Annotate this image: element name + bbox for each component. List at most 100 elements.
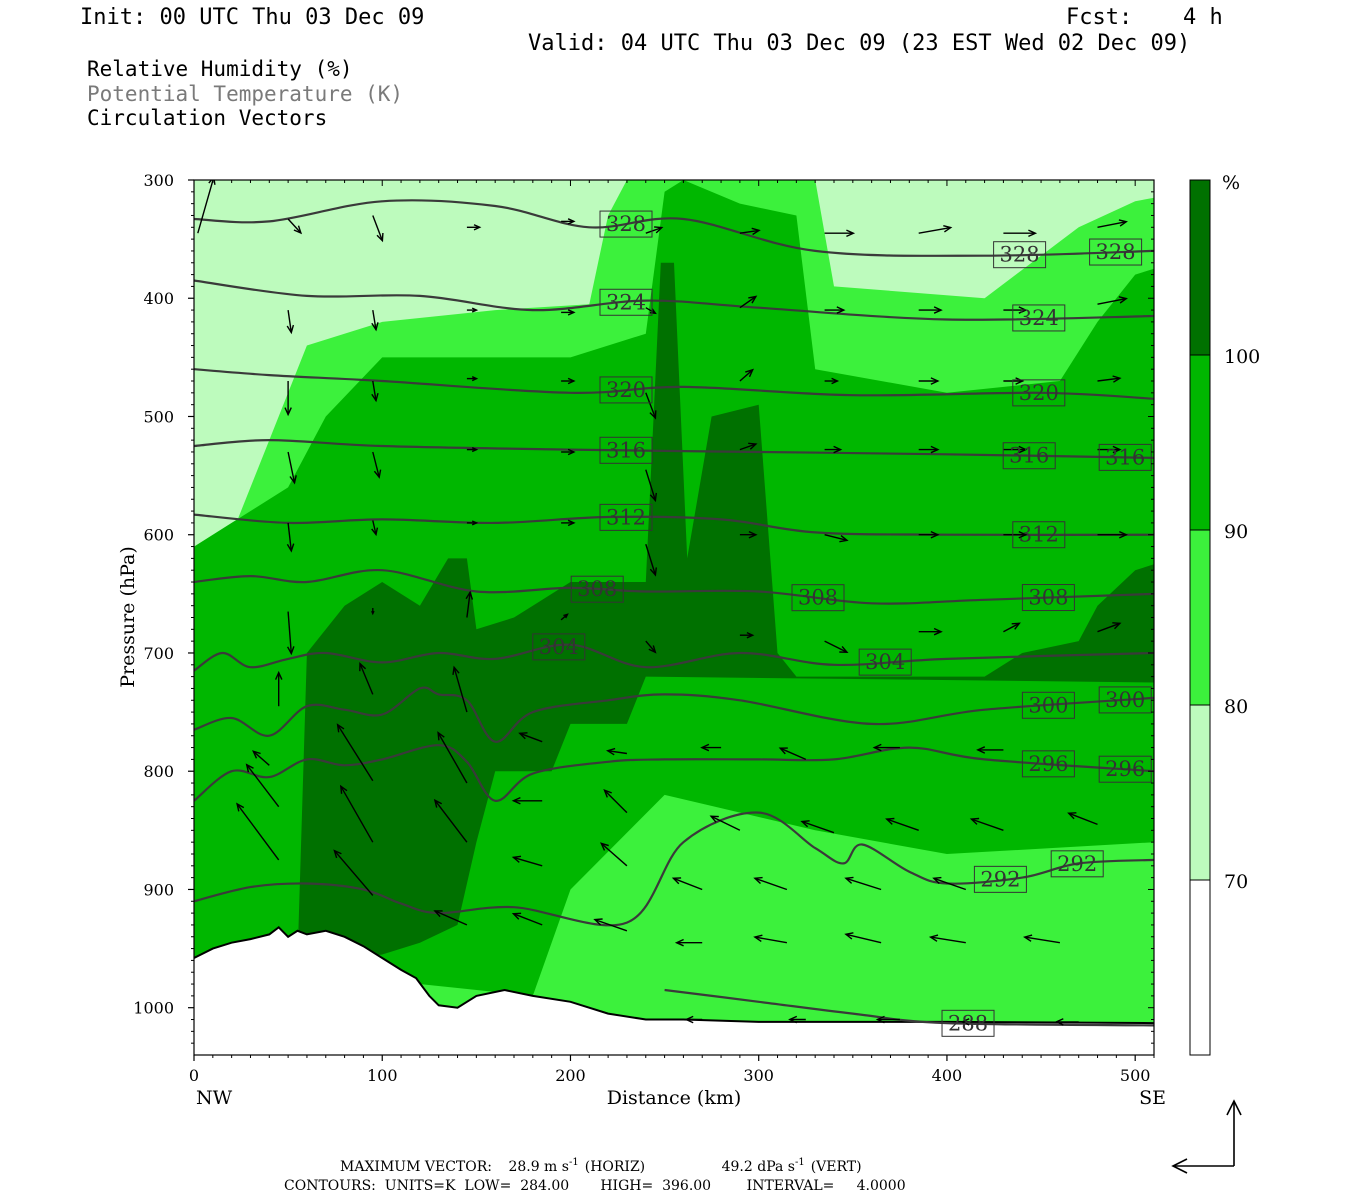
circulation-vector [875,1015,900,1024]
x-left-end-label: NW [196,1087,233,1109]
svg-text:312: 312 [1019,523,1059,547]
isentrope-308 [194,569,1154,605]
circulation-vector [433,798,468,843]
circulation-vector [1097,445,1122,454]
x-tick-label: 300 [743,1066,774,1085]
circulation-vector [824,377,840,385]
svg-text:328: 328 [1000,243,1040,267]
circulation-vector [684,1015,703,1024]
circulation-vector [359,662,374,695]
svg-text:300: 300 [1028,693,1068,717]
circulation-vector [593,918,628,932]
circulation-vector [1003,445,1028,454]
circulation-vector [466,376,479,382]
circulation-vector [739,442,758,451]
circulation-vector [753,876,788,891]
colorbar-segment [1190,530,1210,705]
contour-label-15: 304 [532,633,586,661]
circulation-vector [976,746,1004,754]
circulation-vector [932,876,967,891]
circulation-vector [518,732,543,743]
contour-label-4: 324 [1012,304,1066,332]
circulation-vector [600,842,628,867]
circulation-vector [561,218,576,225]
contour-label-23: 288 [941,1009,995,1037]
circulation-vector [1003,622,1021,633]
circulation-vector [561,448,576,456]
y-tick-label: 800 [143,762,174,781]
x-tick-label: 200 [555,1066,586,1085]
isentrope-layer [194,199,1154,1027]
circulation-vector [969,817,1004,831]
circulation-vector [960,1018,985,1026]
circulation-vector [437,731,468,784]
circulation-vector [339,784,374,843]
svg-text:308: 308 [1028,586,1068,610]
circulation-vector [286,611,295,656]
contour-label-3: 324 [599,288,653,316]
circulation-vector [336,723,374,782]
isentrope-304 [194,643,1154,672]
terrain-mask [194,927,1154,1055]
x-tick-label: 0 [189,1066,199,1085]
contour-label-18: 300 [1098,686,1152,714]
rh-region-3 [297,262,1154,961]
circulation-vector [605,747,628,756]
x-right-end-label: SE [1139,1087,1166,1109]
isentrope-312 [194,513,1154,536]
circulation-vector [287,218,303,235]
y-tick-label: 500 [143,407,174,426]
circulation-vector [466,520,479,526]
isentrope-288 [664,988,1154,1027]
circulation-vector [466,447,479,453]
circulation-vector [824,640,849,654]
circulation-vector [1097,530,1129,539]
valid-time: Valid: 04 UTC Thu 03 Dec 09 (23 EST Wed … [528,31,1190,56]
circulation-vector [466,224,482,231]
contour-label-6: 320 [1012,379,1066,407]
circulation-vector [1097,622,1122,633]
colorbar-label: 80 [1224,696,1248,718]
circulation-vector [433,910,468,926]
circulation-vector [371,309,379,332]
circulation-vector [645,469,657,503]
isentrope-292 [194,811,1154,927]
contours-info: CONTOURS: UNITS=K LOW= 284.00 HIGH= 396.… [284,1178,906,1194]
circulation-vector [824,306,846,314]
y-tick-label: 1000 [133,999,174,1018]
circulation-vector [511,855,543,867]
terrain-line [194,925,1154,1025]
circulation-vector [918,225,953,234]
contour-label-14: 308 [1021,584,1075,612]
contour-label-1: 328 [993,241,1047,269]
max-vector-vert: 49.2 dPa s [722,1159,795,1175]
max-vector-vert-tag: (VERT) [811,1159,862,1175]
svg-text:296: 296 [1028,752,1068,776]
circulation-vector [700,743,722,752]
contour-label-21: 292 [973,865,1027,893]
colorbar: 100 90 80 70 [1189,179,1260,1056]
forecast-label: Fcst: [1066,5,1132,30]
circulation-vector [778,747,807,761]
circulation-vector [511,912,543,926]
circulation-vector [928,934,966,944]
circulation-vector [511,796,543,805]
contour-label-9: 316 [1098,443,1152,471]
svg-text:300: 300 [1105,688,1145,712]
circulation-vector [371,380,379,403]
isentrope-320 [194,368,1154,400]
circulation-vector [561,377,576,385]
circulation-vector [645,392,657,420]
legend-theta: Potential Temperature (K) [87,82,403,106]
x-tick-label: 100 [367,1066,398,1085]
svg-text:328: 328 [606,212,646,236]
circulation-vector [465,590,474,618]
circulation-vector [561,519,576,527]
circulation-vector [245,763,280,808]
circulation-vector [1023,934,1061,944]
y-tick-label: 700 [143,644,174,663]
contour-label-20: 296 [1098,755,1152,783]
circulation-vector [824,229,856,238]
circulation-vector [1003,306,1028,314]
